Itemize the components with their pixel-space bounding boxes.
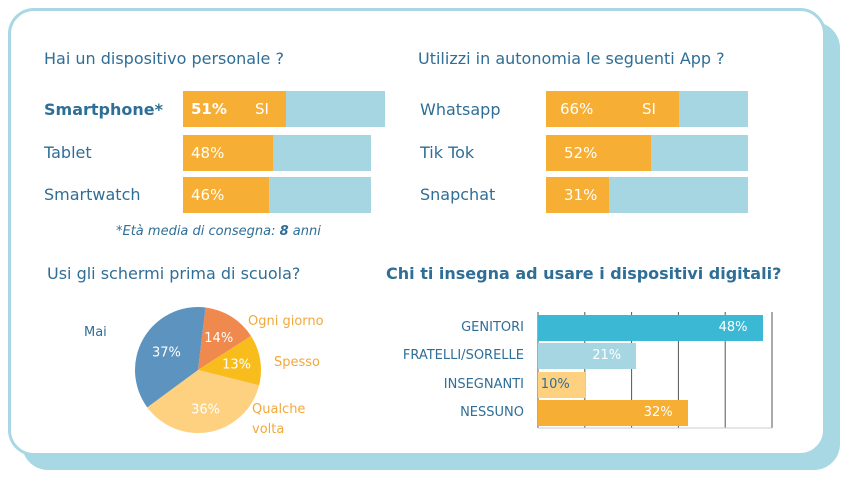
teach-bar-insegnanti [538,372,585,398]
device-fill-smartphone [183,91,287,127]
device-value-smartwatch: 46% [191,186,225,204]
app-bar-snapchat: 31% [546,177,748,213]
age-note-suffix: anni [288,224,321,239]
teach-bar-nessuno [538,400,688,426]
app-fill-tiktok [546,135,652,171]
app-label-snapchat: Snapchat [420,185,496,204]
pie-slice-ogni-giorno [198,307,252,370]
app-label-whatsapp: Whatsapp [420,100,501,119]
teach-title: Chi ti insegna ad usare i dispositivi di… [386,264,782,283]
pie-slice-mai [134,307,206,408]
app-fill-whatsapp [546,91,680,127]
pie-value-mai: 37% [152,346,181,361]
age-note-value: 8 [279,224,289,239]
app-fill-snapchat [546,177,609,213]
pie-legend-spesso: Spesso [274,355,321,370]
pie-legend-ogni-giorno: Ogni giorno [248,314,324,329]
teach-bar-fratelli-sorelle [538,343,637,369]
device-value-smartphone: 51% [191,100,227,118]
app-value-tiktok: 52% [564,144,598,162]
device-value-tablet: 48% [191,144,225,162]
pie-value-qualche-volta: 36% [191,402,220,417]
device-fill-tablet [183,135,274,171]
teach-label-fratelli: FRATELLI/SORELLE [402,348,524,363]
teach-label-insegnanti: INSEGNANTI [443,377,524,392]
teach-label-nessuno: NESSUNO [460,405,524,420]
pie-slice-qualche-volta [147,370,260,434]
app-label-tiktok: Tik Tok [420,143,475,162]
teach-value-insegnanti: 10% [540,377,570,392]
pie-value-spesso: 13% [222,358,251,373]
pie-legend-mai: Mai [84,325,107,340]
personal-device-title: Hai un dispositivo personale ? [44,49,284,68]
device-bar-smartphone: 51% SI [183,91,385,127]
device-label-tablet: Tablet [44,143,92,162]
pie-title: Usi gli schermi prima di scuola? [47,264,301,283]
age-note: *Età media di consegna: 8 anni [116,224,321,239]
device-answer-si: SI [255,100,269,118]
device-label-smartwatch: Smartwatch [44,185,141,204]
pie-slice-spesso [198,335,261,386]
app-value-whatsapp: 66% [560,100,594,118]
app-answer-si: SI [642,100,656,118]
pie-value-ogni-giorno: 14% [204,331,233,346]
teach-value-genitori: 48% [718,320,748,335]
app-bar-whatsapp: 66% SI [546,91,748,127]
app-bar-tiktok: 52% [546,135,748,171]
teach-value-fratelli-sorelle: 21% [592,348,622,363]
device-fill-smartwatch [183,177,270,213]
device-bar-smartwatch: 46% [183,177,371,213]
teach-bar-genitori [538,315,763,341]
app-value-snapchat: 31% [564,186,598,204]
device-bar-tablet: 48% [183,135,371,171]
teach-value-nessuno: 32% [643,405,673,420]
age-note-prefix: *Età media di consegna: [116,224,280,239]
apps-title: Utilizzi in autonomia le seguenti App ? [418,49,725,68]
teach-label-genitori: GENITORI [461,320,524,335]
device-label-smartphone: Smartphone* [44,100,163,119]
pie-legend-qualche-volta: Qualche volta [252,402,306,437]
